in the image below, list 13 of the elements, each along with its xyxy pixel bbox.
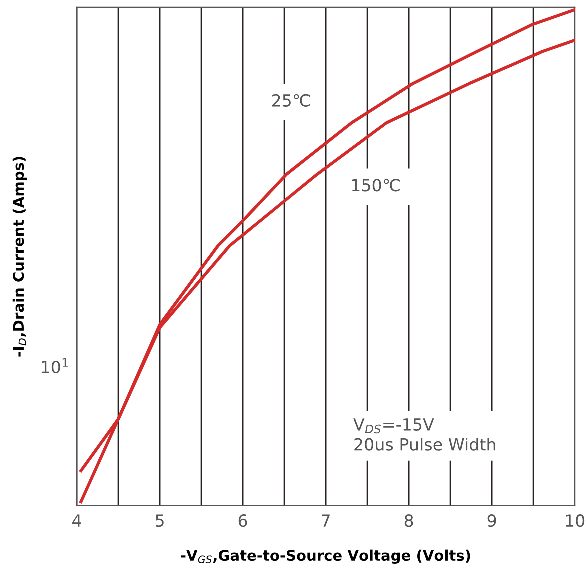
- x-tick-label: 7: [322, 514, 330, 527]
- series-label: 150℃: [352, 179, 400, 192]
- text: 25℃: [272, 94, 310, 107]
- x-tick-label: 10: [566, 514, 585, 528]
- x-tick-label: 8: [404, 514, 414, 528]
- x-tick-label: 4: [72, 514, 82, 527]
- x-tick-label: 6: [238, 514, 248, 528]
- y-axis-title: -I$_{D}$,Drain Current (Amps): [12, 157, 27, 357]
- x-axis-title: -V$_{GS}$,Gate-to-Source Voltage (Volts): [181, 550, 470, 564]
- annotation: V$_{DS}$=-15V 20us Pulse Width: [354, 418, 496, 451]
- x-tick-label: 9: [488, 514, 496, 528]
- x-tick-label: 5: [156, 514, 164, 528]
- text: 10$^{1}$: [42, 358, 68, 374]
